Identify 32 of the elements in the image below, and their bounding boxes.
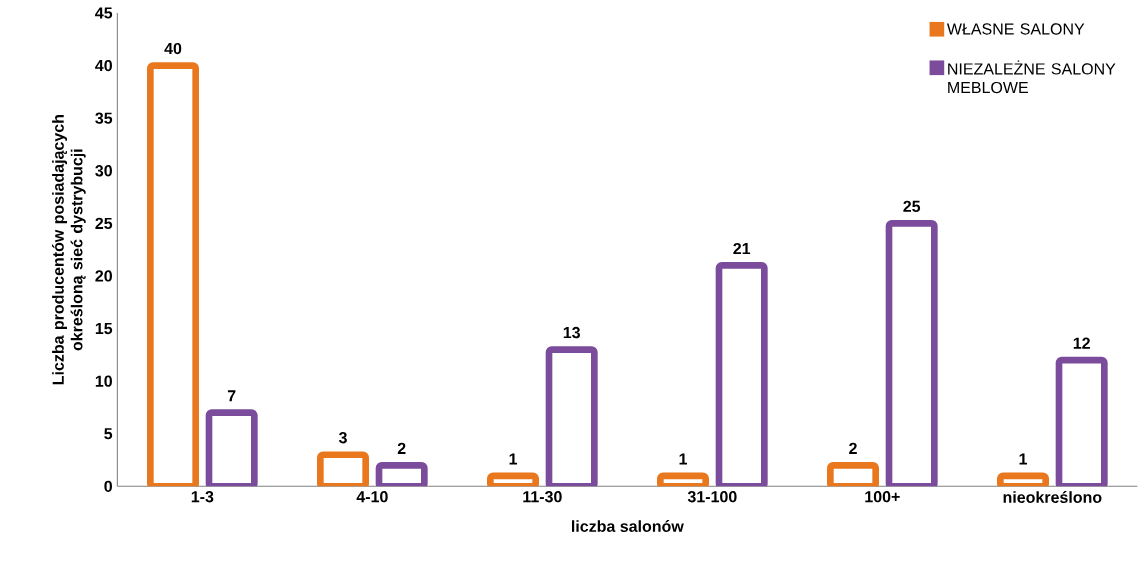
data-label: 7 (227, 390, 236, 402)
y-tick-label: 40 (95, 59, 112, 72)
data-label: 2 (849, 442, 857, 454)
y-tick-label: 25 (95, 217, 113, 230)
data-label: 13 (563, 326, 580, 339)
data-label: 12 (1073, 337, 1090, 349)
data-label: 1 (509, 453, 518, 465)
y-tick-label: 35 (95, 112, 113, 124)
legend-label: NIEZALEŻNE SALONY MEBLOWE (948, 60, 1116, 94)
data-label: 1 (1019, 453, 1027, 465)
x-tick-label: 31-100 (687, 491, 737, 503)
y-tick-label: 0 (104, 480, 112, 492)
y-tick-label: 10 (95, 375, 112, 387)
x-tick-label: 4-10 (356, 491, 388, 503)
data-label: 3 (338, 432, 347, 444)
legend-label: WŁASNE SALONY (946, 23, 1085, 35)
x-tick-label: 100+ (865, 491, 900, 503)
y-tick-label: 20 (95, 270, 112, 282)
y-tick-label: 15 (95, 322, 113, 335)
y-tick-label: 45 (95, 7, 113, 19)
data-label: 25 (903, 200, 921, 212)
x-tick-label: 1-3 (191, 491, 214, 503)
y-tick-label: 30 (95, 165, 112, 177)
y-axis-title: Liczba producentów posiadających określoną sieć dystrybucji (51, 115, 86, 385)
data-label: 40 (164, 42, 182, 55)
x-axis-title: liczba salonów (571, 520, 684, 532)
data-label: 21 (733, 242, 751, 255)
x-tick-label: nieokreślono (1003, 491, 1102, 503)
x-tick-label: 11-30 (523, 491, 562, 503)
y-tick-label: 5 (104, 428, 113, 440)
data-label: 1 (679, 453, 688, 465)
data-label: 2 (397, 442, 406, 454)
